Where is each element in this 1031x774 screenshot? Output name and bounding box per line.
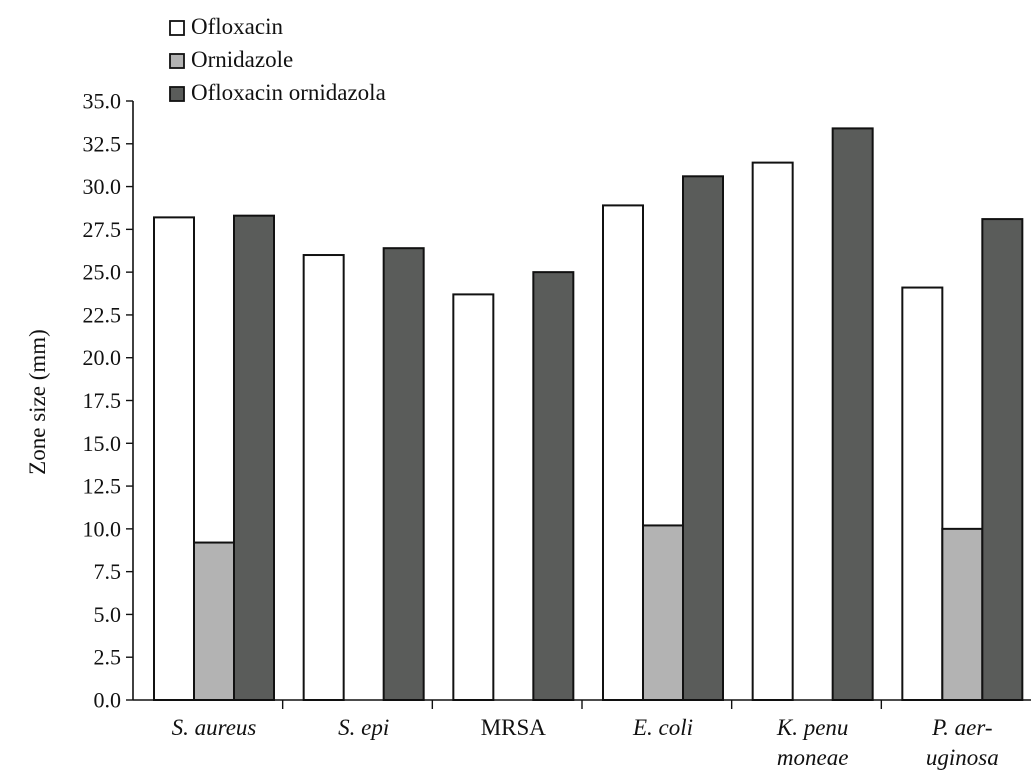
- y-tick-label: 12.5: [83, 474, 122, 499]
- bar-ofloxacin: [153, 216, 195, 701]
- y-tick-label: 15.0: [83, 431, 122, 456]
- bar-ofloxacin-ornidazola: [382, 247, 425, 701]
- bar-ornidazole: [193, 541, 235, 702]
- x-tick-label: moneae: [777, 745, 849, 770]
- y-tick-label: 22.5: [83, 302, 122, 327]
- bar-ofloxacin: [302, 254, 345, 701]
- legend-label: Ofloxacin: [191, 14, 283, 39]
- bars: [153, 127, 1024, 702]
- y-tick-label: 20.0: [83, 345, 122, 370]
- y-tick-label: 10.0: [83, 516, 122, 541]
- x-axis: S. aureus S. epi MRSA E. coli K. penu moneae P…: [133, 699, 1031, 770]
- y-tick-label: 2.5: [94, 645, 122, 670]
- x-tick-label: K. penu: [776, 715, 849, 740]
- x-tick-label: E. coli: [632, 715, 693, 740]
- y-tick-label: 25.0: [83, 260, 122, 285]
- legend-label: Ornidazole: [191, 47, 293, 72]
- x-tick-label: MRSA: [481, 715, 547, 740]
- y-tick-label: 7.5: [94, 559, 122, 584]
- legend-swatch: [169, 20, 185, 36]
- bar-ofloxacin: [602, 204, 644, 701]
- bar-ofloxacin-ornidazola: [682, 175, 724, 701]
- y-axis-label: Zone size (mm): [25, 329, 50, 475]
- bar-ofloxacin-ornidazola: [981, 218, 1024, 702]
- legend-swatch: [169, 86, 185, 102]
- y-tick-label: 17.5: [83, 388, 122, 413]
- legend: Ofloxacin Ornidazole Ofloxacin ornidazola: [169, 14, 386, 105]
- x-tick-label: uginosa: [926, 745, 999, 770]
- x-tick-label: S. epi: [338, 715, 389, 740]
- y-tick-label: 0.0: [94, 688, 122, 713]
- bar-ornidazole: [941, 527, 984, 701]
- bar-ofloxacin: [901, 286, 944, 701]
- y-tick-label: 5.0: [94, 602, 122, 627]
- y-tick-label: 30.0: [83, 174, 122, 199]
- bar-ofloxacin-ornidazola: [233, 214, 275, 701]
- x-tick-label: S. aureus: [172, 715, 257, 740]
- legend-label: Ofloxacin ornidazola: [191, 80, 386, 105]
- bar-ofloxacin-ornidazola: [532, 271, 575, 701]
- y-tick-label: 35.0: [83, 89, 122, 114]
- y-tick-label: 32.5: [83, 131, 122, 156]
- x-tick-label: P. aer-: [931, 715, 992, 740]
- legend-swatch: [169, 53, 185, 69]
- y-axis: 0.0 2.5 5.0 7.5 10.0 12.5 15.0 17.5 20.0 22.5 25.0…: [83, 89, 134, 713]
- y-tick-label: 27.5: [83, 217, 122, 242]
- bar-ofloxacin: [452, 293, 495, 701]
- bar-ornidazole: [642, 524, 684, 701]
- bar-ofloxacin-ornidazola: [831, 127, 874, 701]
- bar-ofloxacin: [751, 161, 794, 701]
